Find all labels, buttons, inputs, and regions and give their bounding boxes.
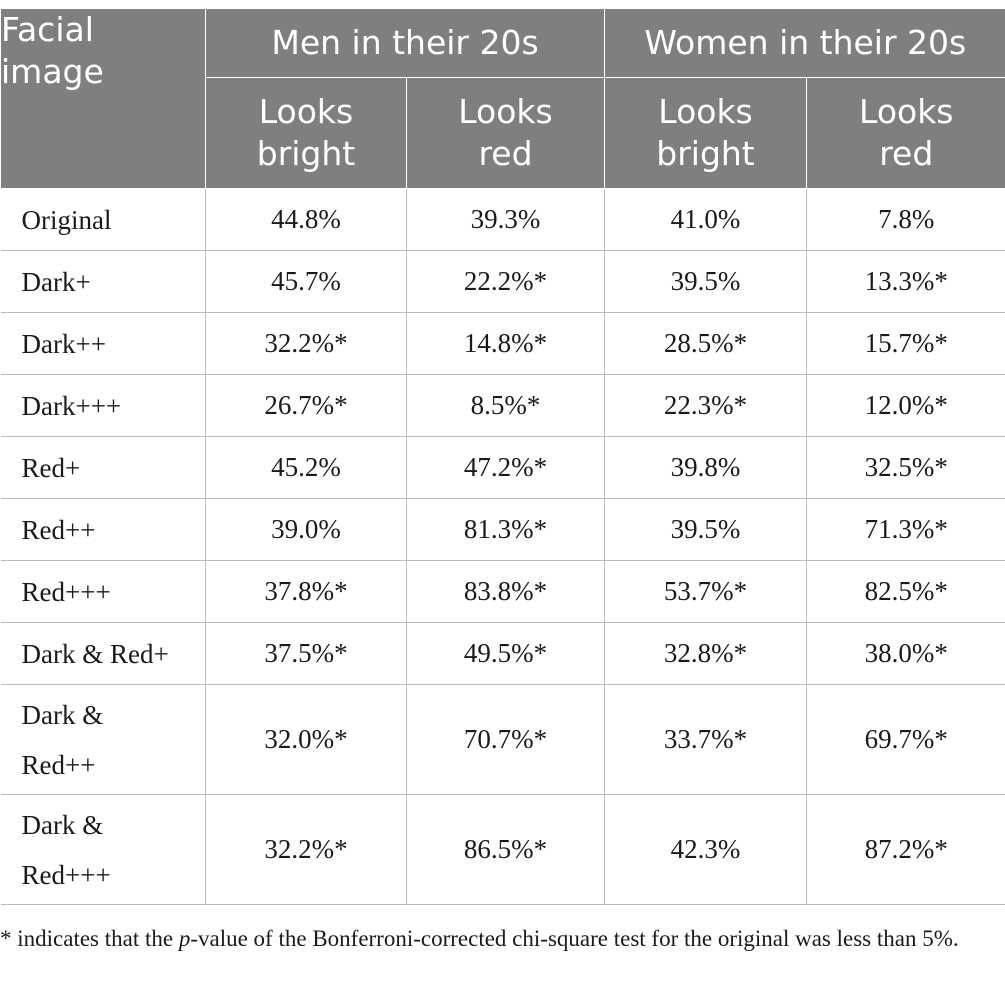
row-label-line1: Dark & Red+ [21,638,169,669]
subcolumn-header-women-bright: Looks bright [604,77,808,189]
subcolumn-header-line2: bright [656,134,755,173]
subcolumn-header-line1: Looks [258,92,354,131]
table-cell: 14.8%* [405,312,606,375]
table-cell: 82.5%* [806,560,1005,623]
table-cell: 28.5%* [604,312,808,375]
row-label-line1: Red+ [21,452,81,483]
row-label-line1: Dark & [21,809,104,840]
subcolumn-header-men-red: Looks red [405,77,606,189]
row-label: Dark & Red+++ [0,794,206,905]
table-cell: 32.2%* [205,794,407,905]
table-cell: 15.7%* [806,312,1005,375]
facial-image-header-line2: image [1,52,104,91]
table-row: Red+ 45.2% 47.2%* 39.8% 32.5%* [0,436,1005,499]
table-cell: 44.8% [205,188,407,251]
table-footnote: * indicates that the p-value of the Bonf… [0,922,1005,956]
table-row: Dark & Red+ 37.5%* 49.5%* 32.8%* 38.0%* [0,622,1005,685]
row-label-line2: Red++ [21,749,96,780]
row-label-line1: Dark+ [21,266,91,297]
row-label-line1: Red++ [21,514,96,545]
table-cell: 45.7% [205,250,407,313]
table-cell: 8.5%* [405,374,606,437]
subcolumn-header-line1: Looks [859,92,954,131]
row-label: Dark & Red++ [0,684,206,795]
table-cell: 49.5%* [405,622,606,685]
table-cell: 22.2%* [405,250,606,313]
table-cell: 32.2%* [205,312,407,375]
table-cell: 42.3% [604,794,808,905]
subcolumn-header-line1: Looks [458,92,553,131]
row-label-line2: Red+++ [21,859,111,890]
row-label: Dark++ [0,312,206,375]
row-label: Dark & Red+ [0,622,206,685]
row-label-line1: Original [21,204,112,235]
table-row: Dark+ 45.7% 22.2%* 39.5% 13.3%* [0,250,1005,313]
women-group-header: Women in their 20s [604,8,1005,78]
subcolumn-header-line2: red [879,134,934,173]
table-row: Dark+++ 26.7%* 8.5%* 22.3%* 12.0%* [0,374,1005,437]
table-cell: 7.8% [806,188,1005,251]
table-cell: 39.3% [405,188,606,251]
table-cell: 13.3%* [806,250,1005,313]
table-row: Original 44.8% 39.3% 41.0% 7.8% [0,188,1005,251]
table-cell: 41.0% [604,188,808,251]
facial-image-header-line1: Facial [1,10,94,49]
row-label: Original [0,188,206,251]
row-label-line1: Dark++ [21,328,106,359]
footnote-text-start: * indicates that the [0,926,179,951]
table-cell: 47.2%* [405,436,606,499]
table-row: Red++ 39.0% 81.3%* 39.5% 71.3%* [0,498,1005,561]
table-row: Dark++ 32.2%* 14.8%* 28.5%* 15.7%* [0,312,1005,375]
table-cell: 83.8%* [405,560,606,623]
table-row: Dark & Red++ 32.0%* 70.7%* 33.7%* 69.7%* [0,684,1005,795]
footnote-text-end: -value of the Bonferroni-corrected chi-s… [190,926,959,951]
table-cell: 87.2%* [806,794,1005,905]
row-label-line1: Red+++ [21,576,111,607]
table-cell: 86.5%* [405,794,606,905]
subcolumn-header-line1: Looks [658,92,753,131]
table-cell: 12.0%* [806,374,1005,437]
subcolumn-header-women-red: Looks red [806,77,1005,189]
subcolumn-header-line2: bright [256,134,356,173]
facial-image-header: Facial image [0,8,206,189]
table-cell: 45.2% [205,436,407,499]
men-group-header: Men in their 20s [204,8,606,78]
table-row: Dark & Red+++ 32.2%* 86.5%* 42.3% 87.2%* [0,794,1005,905]
table-cell: 37.5%* [205,622,407,685]
table-cell: 32.0%* [205,684,407,795]
row-label-line1: Dark+++ [21,390,122,421]
table-cell: 37.8%* [205,560,407,623]
subcolumn-header-men-bright: Looks bright [205,77,407,189]
footnote-italic-p: p [178,926,191,951]
table-cell: 26.7%* [205,374,407,437]
row-label: Dark+++ [0,374,206,437]
table-cell: 39.5% [604,250,808,313]
header-row-subcolumns: Looks bright Looks red Looks bright Look… [1,77,1005,189]
table-cell: 33.7%* [604,684,808,795]
row-label: Red++ [0,498,206,561]
subcolumn-header-line2: red [478,134,533,173]
table-cell: 53.7%* [604,560,808,623]
table-cell: 71.3%* [806,498,1005,561]
table-cell: 39.8% [604,436,808,499]
table-cell: 70.7%* [405,684,606,795]
row-label: Dark+ [0,250,206,313]
table-cell: 39.0% [205,498,407,561]
table-cell: 22.3%* [604,374,808,437]
header-row-groups: Facial image Men in their 20s Women in t… [0,8,1005,189]
table-cell: 69.7%* [806,684,1005,795]
table-cell: 39.5% [604,498,808,561]
table-body: Original 44.8% 39.3% 41.0% 7.8% Dark+ 45.7% 22.… [0,188,1005,905]
table-cell: 32.5%* [806,436,1005,499]
table-cell: 32.8%* [604,622,808,685]
table-row: Red+++ 37.8%* 83.8%* 53.7%* 82.5%* [0,560,1005,623]
row-label: Red+ [0,436,206,499]
table-cell: 38.0%* [806,622,1005,685]
row-label: Red+++ [0,560,206,623]
results-table: Facial image Men in their 20s Women in t… [0,8,1005,905]
row-label-line1: Dark & [21,699,104,730]
table-cell: 81.3%* [405,498,606,561]
